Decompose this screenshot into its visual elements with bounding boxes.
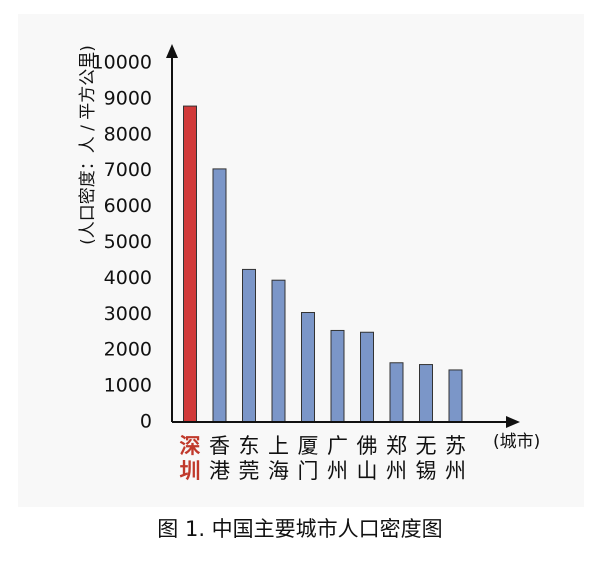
y-tick-label: 10000 [92,52,152,74]
x-tick-label: 佛山 [357,434,378,483]
y-tick-labels: 0 1000 2000 3000 4000 5000 6000 7000 8000 9000 100… [92,52,152,433]
bar-苏州 [448,369,463,423]
x-axis-arrow [506,416,520,428]
x-tick-label: 深圳 [180,434,201,483]
x-tick-label: 郑州 [386,434,407,483]
y-axis-label: (人口密度：人 / 平方公里) [78,45,98,245]
y-tick-label: 0 [140,411,152,433]
bar-香港 [212,168,227,423]
bar-佛山 [360,331,374,423]
bar-上海 [271,279,286,423]
axes [166,44,520,428]
y-tick-label: 8000 [104,123,152,145]
x-tick-label: 广州 [327,434,348,483]
y-axis-arrow [166,44,178,58]
x-axis-label: (城市) [493,432,540,452]
bar-东莞 [242,268,256,423]
x-tick-label: 东莞 [239,434,260,483]
y-tick-label: 3000 [104,303,152,325]
y-tick-label: 6000 [104,195,152,217]
bar-广州 [330,329,345,423]
y-tick-label: 7000 [104,159,152,181]
y-tick-label: 4000 [104,267,152,289]
y-tick-label: 1000 [104,375,152,397]
bar-深圳 [183,105,197,423]
bar-郑州 [389,362,404,423]
figure-caption: 图 1. 中国主要城市人口密度图 [157,517,443,541]
y-tick-label: 2000 [104,339,152,361]
bars [183,105,463,423]
bar-无锡 [419,364,433,423]
y-tick-label: 5000 [104,231,152,253]
x-tick-label: 苏州 [445,434,466,483]
x-tick-label: 无锡 [416,434,437,483]
x-tick-label: 厦门 [298,434,319,483]
figure-panel [18,14,584,507]
population-density-chart: 0 1000 2000 3000 4000 5000 6000 7000 8000 9000 100… [78,44,540,483]
y-tick-label: 9000 [104,87,152,109]
bar-厦门 [301,312,315,423]
x-tick-label: 香港 [209,434,230,483]
x-tick-label: 上海 [268,434,289,483]
